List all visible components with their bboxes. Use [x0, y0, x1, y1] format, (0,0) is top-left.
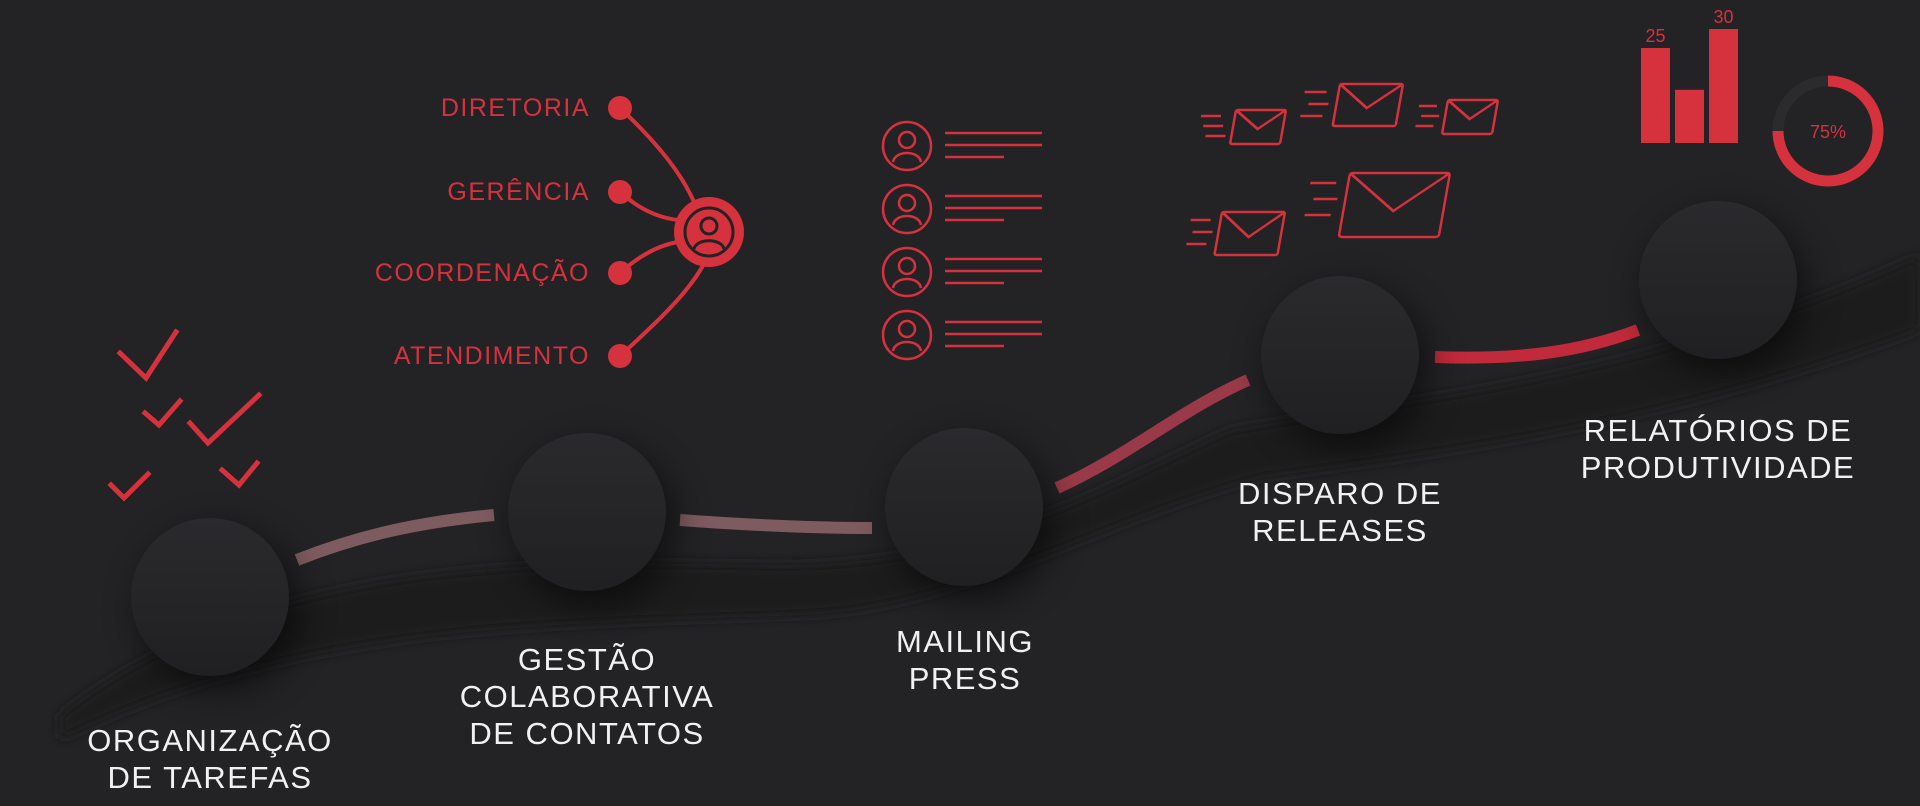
report-bar: [1675, 89, 1704, 143]
report-bar-chart: 25 14 30: [1641, 7, 1738, 143]
step-label-line: DE CONTATOS: [469, 716, 705, 751]
step-label-line: RELEASES: [1252, 513, 1428, 548]
org-label-atendimento: ATENDIMENTO: [393, 342, 590, 370]
step-label-line: COLABORATIVA: [459, 679, 715, 714]
report-bar-label: 25: [1645, 26, 1665, 46]
road-lines: [294, 324, 1641, 566]
road-line-4: [1434, 324, 1641, 364]
step-label-line: DISPARO DE: [1238, 476, 1442, 511]
report-bar: [1709, 29, 1738, 143]
step-label-line: ORGANIZAÇÃO: [87, 723, 333, 758]
contact-list-icon: [881, 120, 1042, 361]
org-dot-diretoria: [608, 96, 632, 120]
step-label-line: MAILING: [896, 624, 1034, 659]
step-label-gestao: GESTÃO COLABORATIVA DE CONTATOS: [437, 641, 737, 752]
step-label-line: PRESS: [908, 661, 1022, 696]
contact-row-4: [881, 309, 1042, 361]
step-label-mailing: MAILING PRESS: [815, 623, 1115, 697]
step-node-mailing: [885, 428, 1052, 600]
contact-row-2: [881, 183, 1042, 235]
org-hub-user-icon: [674, 197, 744, 267]
envelope-1: [1200, 108, 1287, 146]
report-bar-label: 30: [1713, 7, 1733, 27]
report-donut: 75%: [1772, 75, 1884, 187]
step-label-disparo: DISPARO DE RELEASES: [1190, 475, 1490, 549]
step-label-line: GESTÃO: [517, 642, 657, 677]
step-label-organizacao: ORGANIZAÇÃO DE TAREFAS: [60, 722, 360, 796]
road-line-3: [1054, 374, 1251, 494]
road-line-2: [679, 514, 873, 534]
envelope-3: [1415, 98, 1499, 136]
org-dot-coordenacao: [608, 261, 632, 285]
org-dot-atendimento: [608, 344, 632, 368]
step-label-relatorios: RELATÓRIOS DE PRODUTIVIDADE: [1560, 412, 1876, 486]
org-dot-gerencia: [608, 180, 632, 204]
envelope-2: [1300, 82, 1404, 128]
org-label-gerencia: GERÊNCIA: [447, 178, 590, 206]
step-label-line: DE TAREFAS: [107, 760, 313, 795]
step-nodes: [131, 201, 1806, 690]
org-label-diretoria: DIRETORIA: [440, 94, 590, 122]
step-label-line: PRODUTIVIDADE: [1580, 450, 1856, 485]
step-node-relatorios: [1639, 201, 1806, 373]
envelope-4: [1304, 171, 1451, 239]
org-label-coordenacao: COORDENAÇÃO: [374, 259, 590, 287]
step-label-line: RELATÓRIOS DE: [1583, 413, 1853, 448]
road-line-1: [294, 509, 495, 566]
road: [60, 255, 1920, 740]
report-bar: [1641, 48, 1670, 143]
report-bar-label: 14: [1679, 90, 1699, 110]
step-node-disparo: [1261, 276, 1428, 448]
report-donut-arc: [1772, 75, 1884, 187]
contact-row-3: [881, 246, 1042, 298]
step-node-organizacao: [131, 518, 300, 690]
step-node-gestao: [508, 433, 675, 605]
flying-envelopes-icon: [1186, 82, 1499, 257]
report-donut-label: 75%: [1810, 122, 1846, 142]
contact-row-1: [881, 120, 1042, 172]
report-charts-icon: 25 14 30 75%: [1641, 7, 1884, 187]
envelope-5: [1186, 210, 1286, 257]
org-chart-icon: [608, 96, 744, 368]
checkmarks-icon: [107, 328, 263, 502]
